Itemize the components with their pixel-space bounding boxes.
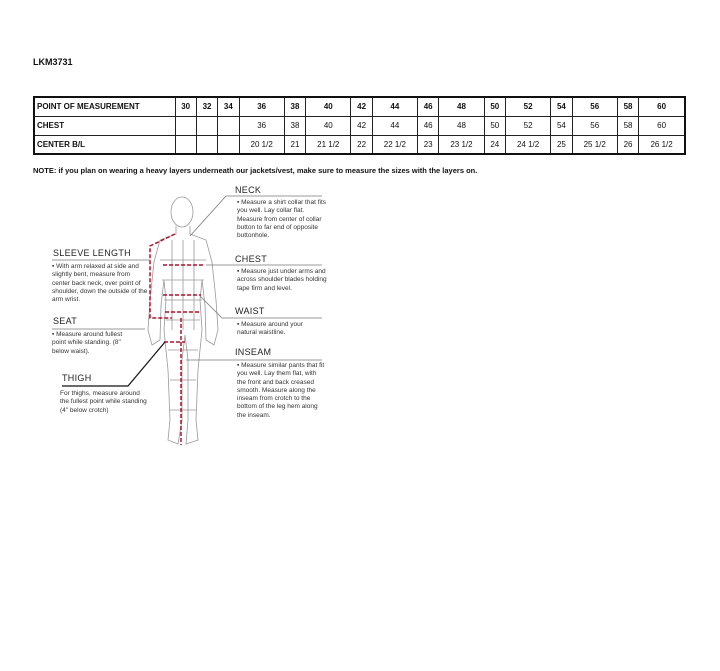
table-cell: 25 1/2 [571,134,618,155]
table-row: CHEST 36 38 40 42 44 46 48 50 52 54 56 58 60 [33,115,686,136]
inseam-title: INSEAM [235,347,272,357]
table-cell: 25 [550,134,573,155]
table-cell: 24 [483,134,506,155]
table-cell: 21 [283,134,307,155]
measurement-lines [149,233,203,445]
seat-text: ▪ Measure around fullest point while sta… [52,331,123,355]
table-cell [217,134,240,155]
sleeve-length-text: ▪ With arm relaxed at side and slightly … [52,263,148,304]
seat-title: SEAT [53,316,78,326]
table-cell: 21 1/2 [305,134,352,155]
inseam-text: ▪ Measure similar pants that fit you wel… [237,362,325,419]
table-cell: 22 [350,134,373,155]
neck-title: NECK [235,185,262,195]
body-outline [147,196,219,445]
table-cell: 26 [616,134,640,155]
neck-text: ▪ Measure a shirt collar that fits you w… [237,199,327,240]
table-cell: 42 [350,96,373,117]
chest-title: CHEST [235,254,268,264]
sleeve-length-title: SLEEVE LENGTH [53,248,131,258]
product-code: LKM3731 [33,57,73,67]
chest-text: ▪ Measure just under arms and across sho… [237,268,327,292]
table-cell: 42 [350,115,373,136]
table-row: CENTER B/L 20 1/2 21 21 1/2 22 22 1/2 23 23 1/2… [33,134,686,155]
layering-note: NOTE: if you plan on wearing a heavy lay… [33,166,478,175]
size-chart-table: POINT OF MEASUREMENT 30 32 34 36 38 40 42 44 46 48… [33,96,686,155]
thigh-text: For thighs, measure around the fullest p… [60,390,147,414]
table-cell: 26 1/2 [638,134,686,155]
callout-lines [52,195,322,387]
table-cell: 23 [417,134,440,155]
row-label: CENTER B/L [33,134,176,155]
thigh-title: THIGH [62,373,92,383]
waist-text: ▪ Measure around your natural waistline. [237,321,303,337]
waist-title: WAIST [235,306,265,316]
